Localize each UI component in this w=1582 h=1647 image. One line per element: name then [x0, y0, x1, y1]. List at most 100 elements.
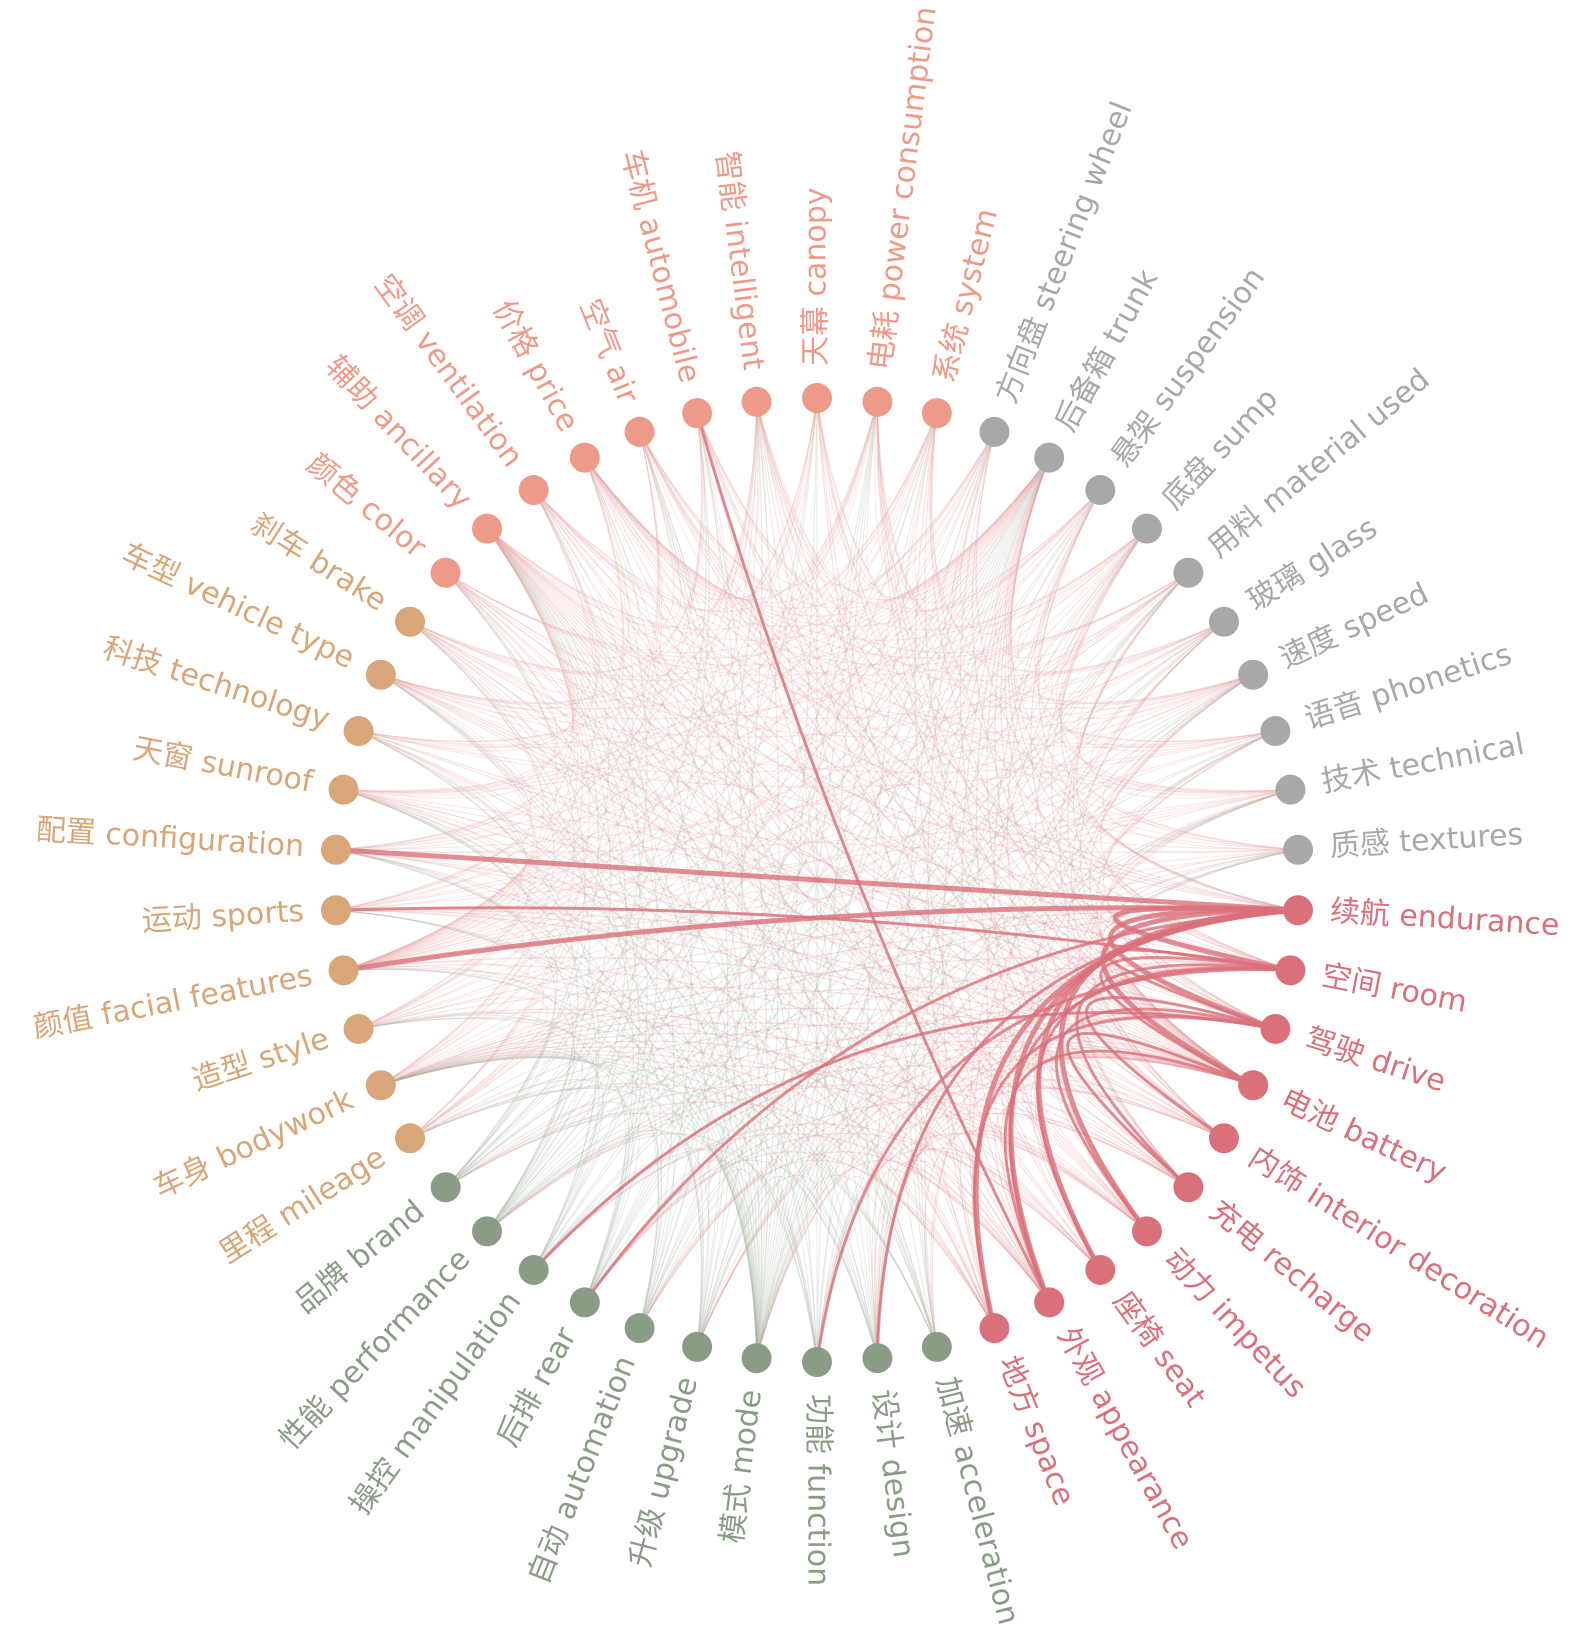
faint-link	[358, 1011, 600, 1271]
faint-link	[639, 431, 1291, 792]
faint-link	[380, 412, 938, 705]
faint-link	[584, 412, 938, 604]
faint-link	[696, 457, 1050, 1348]
faint-link	[1076, 789, 1291, 1188]
faint-link	[343, 489, 597, 793]
faint-link	[639, 431, 1189, 654]
faint-link	[486, 457, 1050, 1232]
node-label: 配置 configuration	[35, 812, 305, 864]
faint-link	[409, 1022, 1254, 1139]
faint-link	[756, 401, 1189, 1188]
faint-link	[358, 730, 1101, 1271]
faint-link	[343, 412, 938, 971]
faint-link	[639, 401, 878, 592]
faint-link	[816, 789, 1291, 1363]
faint-link	[696, 572, 1189, 1348]
faint-link	[409, 1054, 575, 1188]
faint-link	[358, 489, 1101, 749]
faint-link	[343, 621, 545, 971]
faint-link	[875, 1147, 1101, 1359]
node-label: 运动 sports	[141, 894, 305, 939]
node	[569, 1287, 600, 1318]
faint-link	[876, 1132, 1148, 1359]
faint-link	[380, 956, 1291, 1086]
faint-link	[343, 528, 575, 794]
faint-link	[343, 412, 938, 792]
node	[518, 1254, 549, 1285]
faint-link	[584, 401, 760, 601]
faint-link	[335, 909, 878, 1359]
faint-link	[343, 489, 1101, 971]
node	[1238, 659, 1269, 690]
faint-link	[343, 789, 1299, 853]
faint-link	[756, 401, 995, 592]
faint-link	[639, 1159, 995, 1329]
faint-link	[1050, 528, 1254, 720]
node	[395, 606, 426, 637]
faint-link	[380, 674, 758, 1359]
faint-link	[380, 1032, 1189, 1188]
faint-link	[533, 401, 878, 613]
faint-link	[358, 987, 1254, 1086]
faint-link	[866, 401, 938, 586]
faint-link	[358, 1008, 1148, 1232]
faint-link	[445, 431, 995, 654]
faint-link	[409, 413, 705, 674]
faint-link	[445, 489, 1101, 666]
faint-link	[343, 457, 1050, 971]
faint-link	[696, 412, 1148, 631]
faint-link	[343, 674, 1254, 971]
faint-link	[335, 457, 1050, 851]
faint-link	[409, 572, 575, 706]
faint-link	[358, 457, 1050, 746]
faint-link	[343, 489, 598, 971]
faint-link	[335, 849, 995, 1329]
faint-link	[409, 489, 610, 1139]
faint-link	[445, 572, 1148, 1232]
faint-link	[816, 397, 1050, 600]
faint-link	[756, 789, 1291, 1359]
faint-link	[584, 457, 1101, 628]
node	[1173, 557, 1204, 588]
faint-link	[1114, 789, 1299, 853]
node	[1085, 1254, 1116, 1285]
faint-link	[533, 730, 1276, 1271]
node	[1283, 895, 1314, 926]
faint-link	[445, 528, 1148, 676]
faint-link	[1000, 1078, 1225, 1303]
faint-link	[409, 1078, 634, 1303]
faint-link	[924, 528, 1148, 1347]
faint-link	[409, 489, 1101, 1139]
node	[472, 513, 503, 544]
strong-link	[815, 968, 1291, 1363]
faint-link	[584, 457, 1254, 710]
node	[624, 1313, 655, 1344]
faint-link	[1037, 489, 1291, 793]
faint-link	[638, 401, 879, 1329]
faint-link	[1070, 621, 1225, 1139]
faint-link	[1067, 674, 1254, 1188]
faint-link	[696, 621, 1225, 1348]
faint-link	[380, 431, 663, 1086]
faint-link	[445, 528, 600, 676]
faint-link	[696, 789, 1291, 1348]
faint-link	[486, 528, 612, 1232]
faint-link	[445, 401, 758, 1188]
faint-link	[876, 401, 1276, 1030]
faint-link	[409, 457, 634, 1139]
faint-link	[533, 489, 1276, 749]
faint-link	[816, 457, 1050, 1363]
faint-link	[343, 968, 938, 1348]
faint-link	[533, 397, 818, 1271]
faint-link	[486, 528, 648, 1303]
faint-link	[1034, 528, 1189, 676]
faint-link	[343, 397, 818, 971]
faint-link	[639, 1151, 1050, 1329]
faint-link	[335, 909, 703, 1347]
strong-link	[335, 847, 1299, 913]
faint-link	[961, 457, 1050, 1303]
strong-link	[1099, 956, 1291, 1087]
faint-link	[1076, 572, 1291, 971]
faint-link	[696, 412, 995, 1329]
